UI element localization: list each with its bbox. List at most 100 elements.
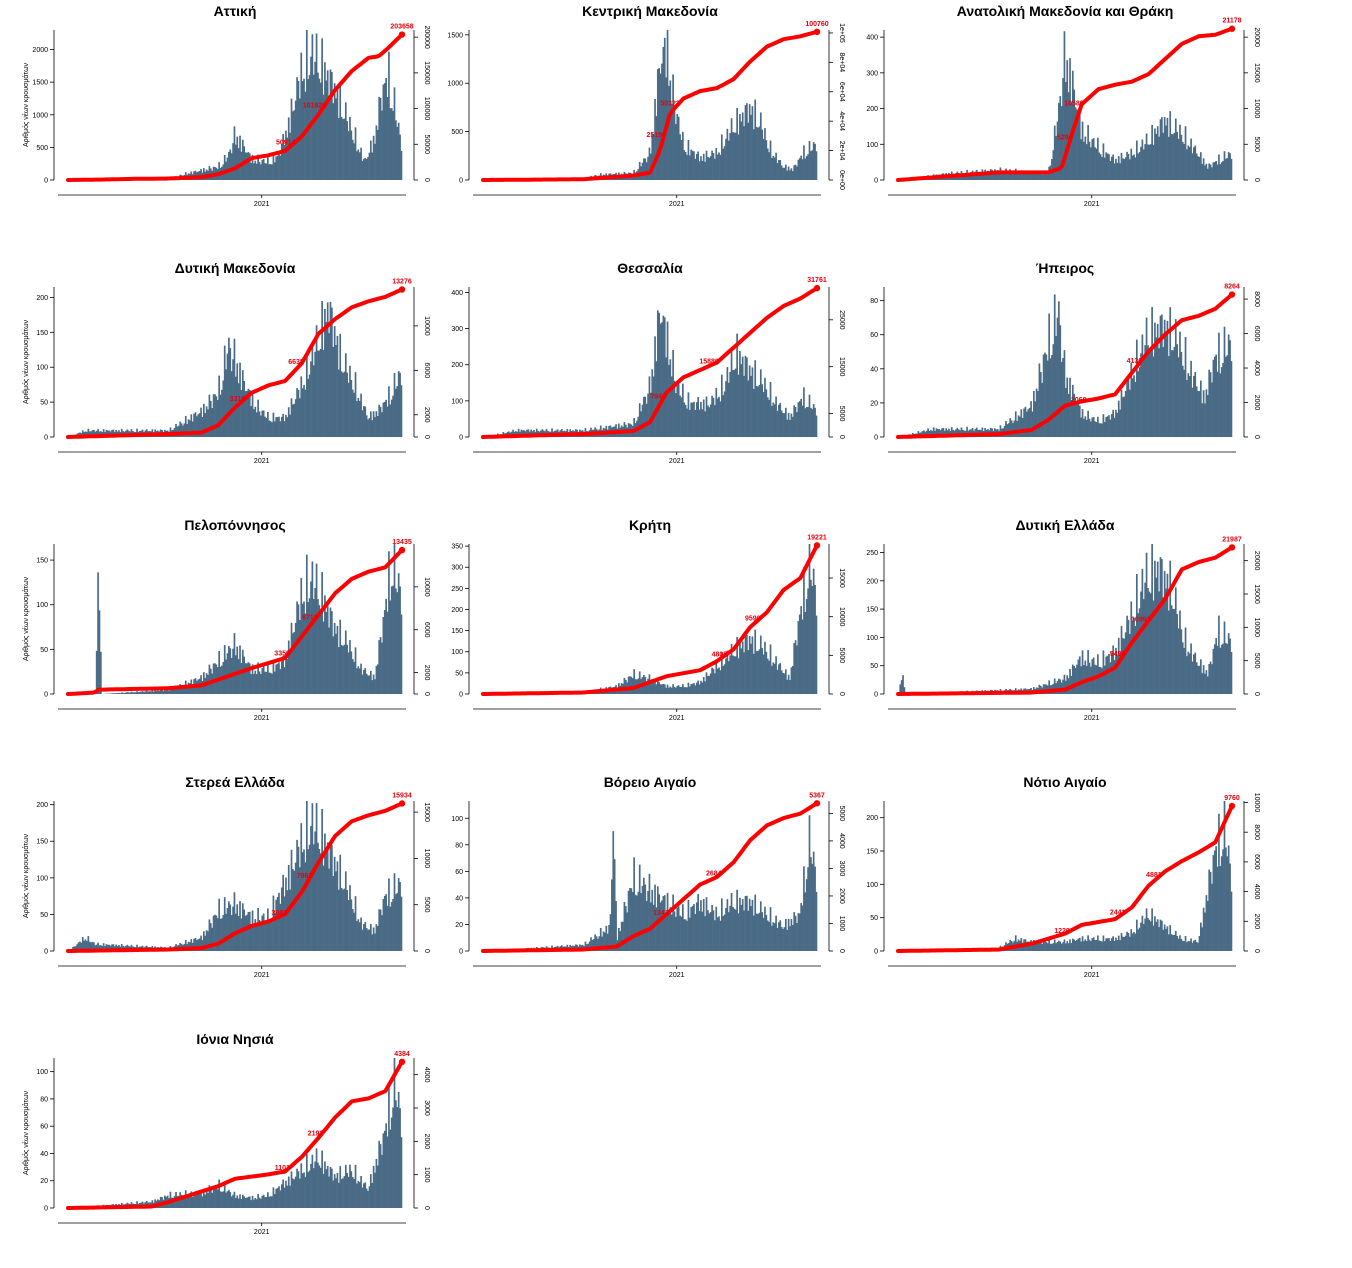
cumulative-label: 8264: [1224, 284, 1240, 291]
y-tick-label-right: 2000: [1253, 914, 1260, 930]
cumulative-label: 25190: [646, 132, 666, 139]
y-tick-label-left: 100: [451, 398, 463, 405]
cumulative-label: 100760: [805, 21, 828, 28]
cumulative-label: 6718: [302, 614, 318, 621]
cumulative-label: 6638: [288, 359, 304, 366]
y-tick-label-left: 50: [40, 400, 48, 407]
y-axis-label: Αριθμός νέων κρουσμάτων: [22, 319, 30, 404]
bar: [401, 1137, 403, 1208]
y-axis-label: Αριθμός νέων κρουσμάτων: [22, 62, 30, 147]
cumulative-end-point: [814, 285, 820, 291]
cumulative-label: 4881: [1146, 872, 1162, 879]
x-tick-label: 2021: [254, 1229, 270, 1236]
y-tick-label-right: 15000: [1253, 63, 1260, 83]
cumulative-label: 21178: [1222, 18, 1241, 25]
y-tick-label-right: 15000: [838, 568, 845, 588]
y-tick-label-right: 3000: [838, 861, 845, 877]
cumulative-label: 1101: [275, 1165, 290, 1172]
y-tick-label-left: 0: [44, 178, 48, 185]
y-tick-label-right: 50000: [423, 135, 430, 155]
y-tick-label-left: 80: [870, 298, 878, 305]
y-tick-label-right: 2000: [838, 888, 845, 904]
cumulative-label: 4805: [712, 651, 728, 658]
y-tick-label-right: 0: [423, 949, 430, 953]
y-tick-label-right: 15000: [838, 357, 845, 377]
y-tick-label-left: 100: [36, 365, 48, 372]
y-tick-label-right: 4000: [1253, 884, 1260, 900]
x-tick-label: 2021: [254, 715, 270, 722]
chart-title: Ανατολική Μακεδονία και Θράκη: [957, 3, 1174, 19]
y-tick-label-right: 8000: [1253, 824, 1260, 840]
cumulative-label: 3983: [272, 910, 288, 917]
chart-title: Νότιο Αιγαίο: [1023, 774, 1106, 790]
y-tick-label-right: 15000: [423, 802, 430, 822]
x-tick-label: 2021: [669, 715, 685, 722]
y-tick-label-right: 0: [423, 692, 430, 696]
cumulative-label: 19221: [807, 534, 827, 541]
cumulative-label: 5294: [1057, 134, 1073, 141]
cumulative-end-point: [399, 286, 405, 292]
y-tick-label-left: 200: [36, 802, 48, 809]
x-tick-label: 2021: [669, 458, 685, 465]
y-tick-label-left: 50: [870, 663, 878, 670]
bar: [401, 151, 403, 180]
cumulative-label: 13276: [392, 278, 412, 285]
cumulative-label: 4136: [1127, 358, 1143, 365]
y-tick-label-left: 1000: [32, 112, 48, 119]
cumulative-label: 1220: [1054, 928, 1070, 935]
cumulative-end-point: [814, 800, 820, 806]
cumulative-label: 2192: [308, 1130, 324, 1137]
chart-svg: Στερεά Ελλάδα Αριθμός νέων κρουσμάτων 3983…: [18, 771, 418, 1001]
y-tick-label-left: 0: [459, 692, 463, 699]
y-tick-label-left: 0: [459, 178, 463, 185]
y-axis-label: Αριθμός νέων κρουσμάτων: [22, 833, 30, 918]
y-tick-label-right: 10000: [1253, 618, 1260, 638]
cumulative-end-point: [1229, 803, 1235, 809]
y-tick-label-left: 20: [870, 400, 878, 407]
chart-panel: Στερεά Ελλάδα Αριθμός νέων κρουσμάτων 3983…: [18, 771, 458, 1011]
y-tick-label-left: 200: [451, 607, 463, 614]
y-axis-label: Αριθμός νέων κρουσμάτων: [22, 576, 30, 661]
y-tick-label-left: 0: [44, 949, 48, 956]
cumulative-end-point: [399, 31, 405, 37]
cumulative-label: 101829: [303, 102, 326, 109]
cumulative-label: 2684: [706, 871, 722, 878]
y-tick-label-left: 0: [459, 435, 463, 442]
y-tick-label-right: 0: [1253, 178, 1260, 182]
y-tick-label-left: 100: [451, 649, 463, 656]
y-tick-label-right: 0: [1253, 949, 1260, 953]
y-tick-label-left: 300: [451, 565, 463, 572]
cumulative-label: 10993: [1131, 617, 1151, 624]
y-tick-label-right: 0: [1253, 435, 1260, 439]
y-tick-label-right: 1000: [423, 1167, 430, 1183]
y-tick-label-right: 2000: [1253, 395, 1260, 411]
y-tick-label-left: 50: [40, 647, 48, 654]
chart-title: Στερεά Ελλάδα: [185, 774, 285, 790]
bar: [401, 385, 403, 437]
bar: [401, 614, 403, 694]
y-tick-label-right: 15000: [1253, 584, 1260, 604]
y-tick-label-right: 6000: [1253, 326, 1260, 342]
y-tick-label-left: 40: [870, 366, 878, 373]
y-tick-label-right: 0: [423, 435, 430, 439]
y-tick-label-left: 60: [40, 1124, 48, 1131]
y-tick-label-right: 1000: [838, 916, 845, 932]
cumulative-end-point: [814, 29, 820, 35]
cumulative-label: 2441: [1110, 909, 1126, 916]
bar: [1231, 652, 1233, 694]
cumulative-end-point: [399, 547, 405, 553]
y-tick-label-right: 100000: [423, 97, 430, 120]
y-tick-label-right: 10000: [423, 577, 430, 597]
y-tick-label-left: 200: [866, 106, 878, 113]
y-tick-label-right: 4e+04: [838, 111, 845, 131]
y-tick-label-left: 100: [36, 1069, 48, 1076]
bar: [401, 897, 403, 951]
cumulative-end-point: [1229, 544, 1235, 550]
cumulative-label: 203658: [390, 24, 413, 31]
y-tick-label-right: 2000: [423, 1134, 430, 1150]
y-tick-label-right: 10000: [1253, 793, 1260, 813]
y-tick-label-left: 150: [36, 839, 48, 846]
